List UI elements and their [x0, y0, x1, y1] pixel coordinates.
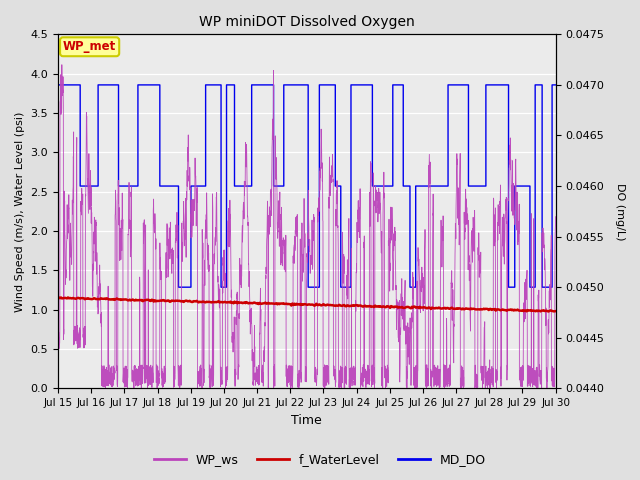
Legend: WP_ws, f_WaterLevel, MD_DO: WP_ws, f_WaterLevel, MD_DO [149, 448, 491, 471]
Y-axis label: Wind Speed (m/s), Water Level (psi): Wind Speed (m/s), Water Level (psi) [15, 111, 25, 312]
X-axis label: Time: Time [291, 414, 322, 427]
Title: WP miniDOT Dissolved Oxygen: WP miniDOT Dissolved Oxygen [199, 15, 415, 29]
Y-axis label: DO (mg/L): DO (mg/L) [615, 182, 625, 240]
Text: WP_met: WP_met [63, 40, 116, 53]
